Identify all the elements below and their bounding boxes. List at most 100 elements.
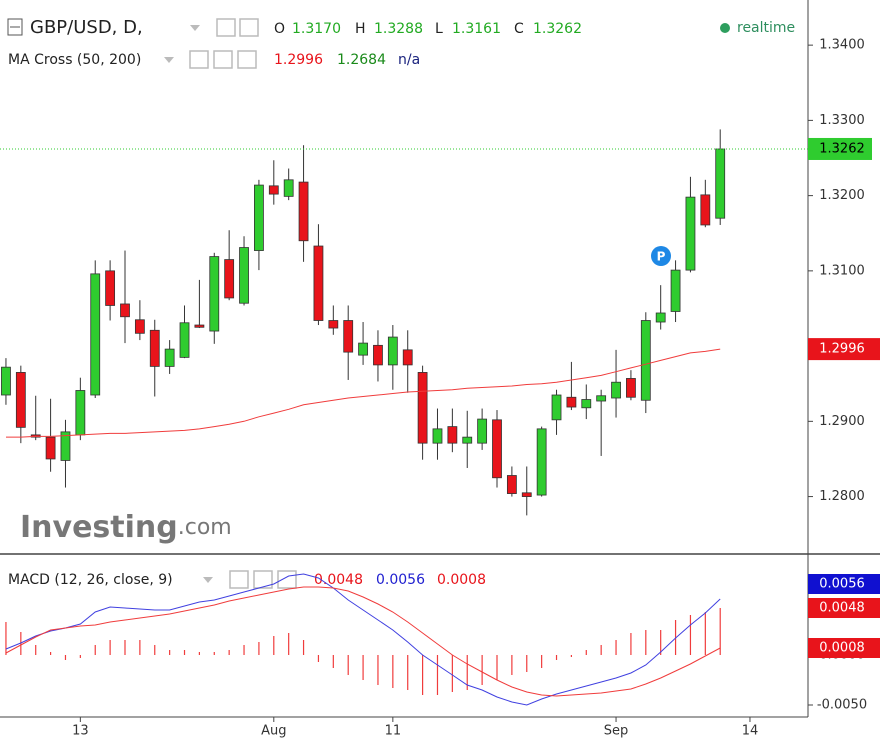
candle-body: [596, 395, 607, 402]
candle-body: [164, 348, 175, 367]
candle-body: [1, 366, 11, 396]
ohlc-value: 1.3170: [292, 21, 341, 37]
symbol-title: GBP/USD, D,: [30, 17, 143, 38]
axis-value-box: [808, 574, 880, 594]
y-tick-label: 1.2900: [819, 414, 865, 429]
eye-icon[interactable]: [229, 570, 249, 589]
candle-body: [566, 396, 577, 408]
candle-body: [254, 184, 264, 251]
y-tick-label: -0.0050: [817, 698, 867, 713]
remove-icon[interactable]: [277, 570, 297, 589]
candle-body: [685, 196, 696, 271]
y-tick-label: 1.3100: [819, 263, 865, 278]
macd-value: 0.0056: [376, 572, 425, 588]
indicator-title: MA Cross (50, 200): [8, 52, 141, 68]
eye-icon[interactable]: [216, 18, 236, 37]
macd-title: MACD (12, 26, close, 9): [8, 572, 173, 588]
dropdown-icon[interactable]: [164, 57, 174, 63]
status: realtime: [737, 20, 795, 36]
candle-body: [45, 436, 56, 460]
candle-body: [373, 344, 383, 366]
watermark-name: Investing: [20, 510, 178, 545]
ohlc-label: H: [355, 21, 366, 37]
candle-body: [492, 419, 502, 479]
axis-value-box: [808, 598, 880, 618]
settings-icon[interactable]: [253, 570, 273, 589]
x-tick-label: 13: [72, 724, 89, 739]
eye-icon[interactable]: [189, 50, 209, 69]
dropdown-icon[interactable]: [203, 577, 213, 583]
pivot-marker[interactable]: [651, 246, 671, 266]
candle-body: [343, 320, 354, 353]
candle-body: [105, 270, 116, 306]
candle-body: [506, 475, 517, 494]
collapse-icon[interactable]: [7, 18, 23, 36]
axis-value-label: 0.0008: [819, 641, 865, 656]
dropdown-icon[interactable]: [190, 25, 200, 31]
candle-body: [432, 428, 443, 444]
ohlc-value: 1.3288: [374, 21, 423, 37]
y-tick-label: 1.3400: [819, 38, 865, 53]
candle-body: [60, 431, 71, 461]
candle-body: [640, 320, 651, 401]
remove-icon[interactable]: [237, 50, 257, 69]
indicator-value: 1.2684: [337, 52, 386, 68]
last-price-box: [808, 137, 872, 160]
ohlc-label: L: [435, 21, 443, 37]
candle-body: [655, 312, 666, 323]
y-tick-label: 1.3300: [819, 113, 865, 128]
ma-value-label: 1.2996: [819, 342, 865, 357]
y-tick-label: 1.3200: [819, 188, 865, 203]
candle-body: [90, 273, 101, 396]
pivot-marker-label: P: [657, 250, 666, 264]
macd-value: 0.0008: [437, 572, 486, 588]
last-price-label: 1.3262: [819, 141, 865, 156]
candle-body: [536, 428, 547, 496]
candle-body: [581, 399, 592, 409]
settings-icon[interactable]: [239, 18, 259, 37]
x-tick-label: Sep: [604, 724, 629, 739]
candle-body: [700, 194, 711, 226]
candle-body: [387, 336, 398, 366]
moving-average: [6, 348, 721, 438]
candle-body: [551, 394, 562, 421]
ohlc-label: C: [514, 21, 524, 37]
candle-body: [447, 426, 458, 444]
status-dot: [720, 23, 730, 33]
candle-body: [715, 148, 726, 219]
candle-body: [521, 492, 532, 497]
candle-body: [670, 269, 681, 312]
candle-body: [328, 320, 339, 329]
y-tick-label: 1.2800: [819, 489, 865, 504]
x-tick-label: 14: [742, 724, 759, 739]
candle-body: [209, 256, 220, 332]
candle-body: [179, 322, 190, 358]
candle-body: [149, 329, 160, 367]
macd-line: [5, 573, 721, 706]
axis-value-box: [808, 638, 880, 658]
axis-value-label: 0.0048: [819, 601, 865, 616]
ma-value-box: [808, 338, 880, 361]
candle-body: [283, 179, 294, 197]
ohlc-value: 1.3161: [452, 21, 501, 37]
candle-body: [313, 245, 324, 321]
x-tick-label: 11: [385, 724, 402, 739]
macd-value: 0.0048: [314, 572, 363, 588]
candle-body: [120, 303, 130, 318]
candle-body: [626, 378, 636, 398]
indicator-value: 1.2996: [274, 52, 323, 68]
candle-body: [239, 247, 249, 304]
watermark-suffix: .com: [178, 515, 232, 540]
watermark: Investing.com: [20, 510, 232, 545]
candle-body: [15, 372, 26, 428]
candle-body: [194, 324, 205, 328]
candle-body: [611, 381, 621, 399]
settings-icon[interactable]: [213, 50, 233, 69]
candle-body: [268, 185, 279, 195]
ohlc-value: 1.3262: [533, 21, 582, 37]
candle-body: [224, 259, 235, 299]
candle-body: [477, 418, 488, 444]
macd-line: [5, 586, 721, 697]
